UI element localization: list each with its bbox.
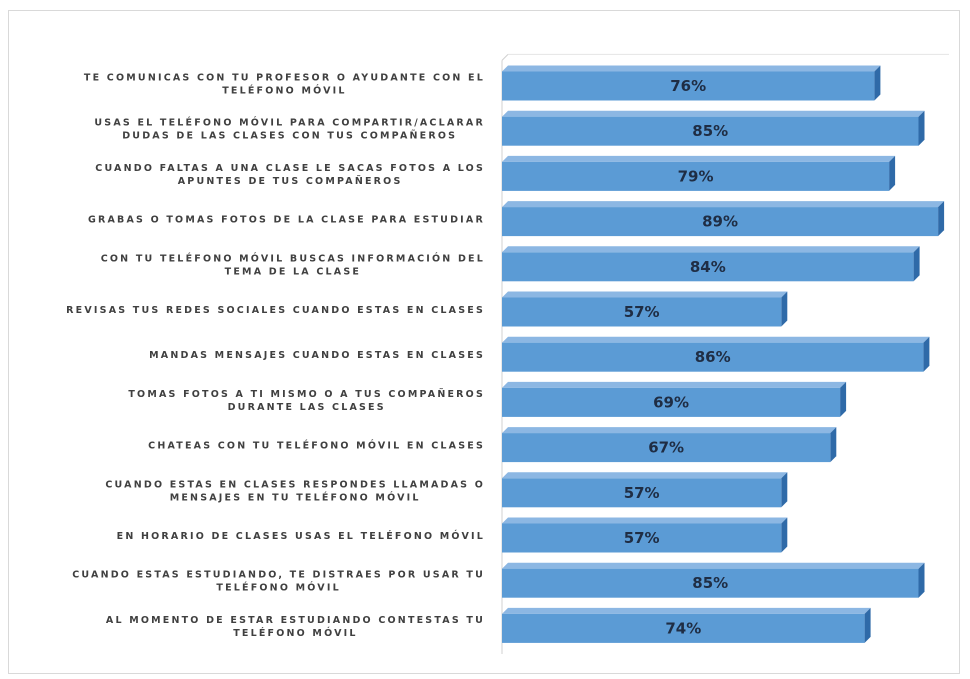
- bar: [502, 433, 831, 463]
- bar-top-face: [502, 517, 788, 524]
- bar-group: 84%: [502, 246, 920, 282]
- data-label: 86%: [695, 348, 731, 366]
- category-label: CON TU TELÉFONO MÓVIL BUSCAS INFORMACIÓN…: [101, 252, 485, 277]
- bar: [502, 613, 865, 643]
- bar-top-face: [502, 246, 920, 253]
- bar-side-face: [918, 562, 925, 598]
- bar-group: 89%: [502, 201, 945, 237]
- bar-top-face: [502, 155, 896, 162]
- category-label: CHATEAS CON TU TELÉFONO MÓVIL EN CLASES: [148, 440, 485, 452]
- category-label: REVISAS TUS REDES SOCIALES CUANDO ESTAS …: [66, 305, 485, 316]
- bar: [502, 161, 890, 191]
- axis-depth-line: [501, 54, 509, 61]
- bar-group: 76%: [502, 65, 881, 101]
- data-label: 85%: [692, 122, 728, 140]
- bar-group: 57%: [502, 472, 788, 508]
- data-label: 74%: [665, 619, 701, 637]
- bar: [502, 387, 841, 417]
- bar-top-face: [502, 427, 837, 434]
- bar-top-face: [502, 381, 847, 388]
- category-label: GRABAS O TOMAS FOTOS DE LA CLASE PARA ES…: [88, 215, 485, 226]
- data-label: 67%: [648, 439, 684, 457]
- bar-side-face: [938, 201, 945, 237]
- bar: [502, 523, 782, 553]
- bar-top-face: [502, 472, 788, 479]
- bar: [502, 207, 939, 237]
- bar-group: 69%: [502, 381, 847, 417]
- bar-top-face: [502, 336, 930, 343]
- category-label: USAS EL TELÉFONO MÓVIL PARA COMPARTIR/AC…: [94, 117, 485, 142]
- bar-side-face: [781, 472, 788, 508]
- bar-top-face: [502, 110, 925, 117]
- data-label: 57%: [624, 303, 660, 321]
- bar: [502, 297, 782, 327]
- bar-side-face: [923, 336, 930, 372]
- data-label: 89%: [702, 213, 738, 231]
- category-label: EN HORARIO DE CLASES USAS EL TELÉFONO MÓ…: [117, 530, 485, 542]
- category-label: CUANDO FALTAS A UNA CLASE LE SACAS FOTOS…: [95, 163, 485, 187]
- data-label: 69%: [653, 393, 689, 411]
- bar-side-face: [889, 155, 896, 191]
- bar: [502, 252, 914, 282]
- bar-chart: 76% TE COMUNICAS CON TU PROFESOR O AYUDAN…: [66, 53, 949, 654]
- bar-side-face: [874, 65, 881, 101]
- bar-group: 57%: [502, 291, 788, 327]
- bar-group: 67%: [502, 427, 837, 463]
- data-label: 84%: [690, 258, 726, 276]
- bar-group: 57%: [502, 517, 788, 553]
- bar-side-face: [918, 110, 925, 146]
- bar: [502, 342, 924, 372]
- bar-side-face: [913, 246, 920, 282]
- bar-side-face: [830, 427, 837, 463]
- category-label: MANDAS MENSAJES CUANDO ESTAS EN CLASES: [149, 350, 485, 361]
- bar-top-face: [502, 291, 788, 298]
- bar-group: 85%: [502, 562, 925, 598]
- bar: [502, 116, 919, 146]
- bar: [502, 71, 875, 101]
- bar: [502, 478, 782, 508]
- data-label: 76%: [670, 77, 706, 95]
- data-label: 57%: [624, 484, 660, 502]
- bar-top-face: [502, 65, 881, 72]
- data-label: 85%: [692, 574, 728, 592]
- bar-group: 86%: [502, 336, 930, 372]
- category-label: CUANDO ESTAS EN CLASES RESPONDES LLAMADA…: [105, 479, 485, 503]
- bar-top-face: [502, 201, 945, 208]
- bar-side-face: [781, 291, 788, 327]
- bar-group: 74%: [502, 607, 871, 643]
- bar: [502, 568, 919, 598]
- bar-top-face: [502, 607, 871, 614]
- bar-side-face: [840, 381, 847, 417]
- bar-side-face: [864, 607, 871, 643]
- bar-top-face: [502, 562, 925, 569]
- category-label: CUANDO ESTAS ESTUDIANDO, TE DISTRAES POR…: [72, 570, 485, 594]
- category-label: TE COMUNICAS CON TU PROFESOR O AYUDANTE …: [84, 73, 485, 97]
- data-label: 79%: [678, 167, 714, 185]
- data-label: 57%: [624, 529, 660, 547]
- category-label: TOMAS FOTOS A TI MISMO O A TUS COMPAÑERO…: [128, 389, 485, 413]
- bar-side-face: [781, 517, 788, 553]
- chart-frame: 76% TE COMUNICAS CON TU PROFESOR O AYUDAN…: [8, 10, 960, 674]
- bar-group: 79%: [502, 155, 896, 191]
- bar-group: 85%: [502, 110, 925, 146]
- category-label: AL MOMENTO DE ESTAR ESTUDIANDO CONTESTAS…: [106, 615, 485, 639]
